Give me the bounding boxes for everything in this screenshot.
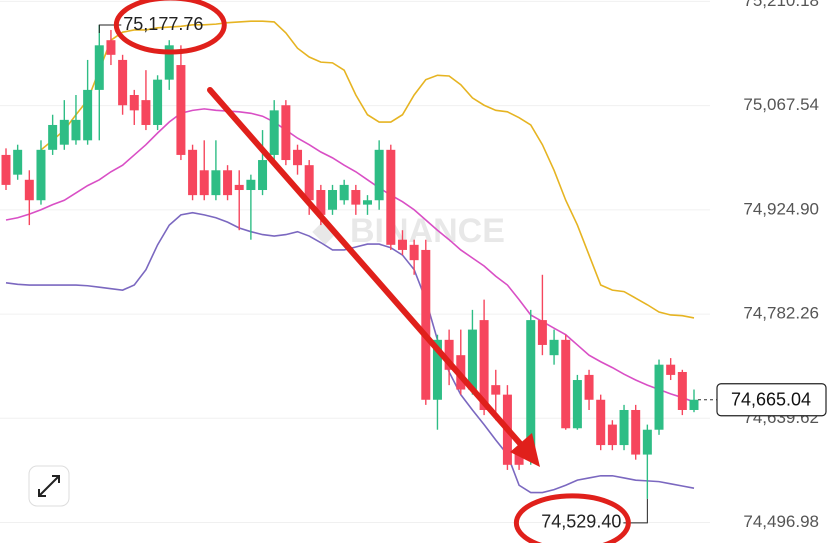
labels: 75,177.76 74,529.40 74,665.04 bbox=[98, 0, 827, 543]
candle-body bbox=[94, 45, 104, 90]
min-highlight bbox=[513, 493, 631, 543]
y-axis: 75,210.1875,067.5474,924.9074,782.2674,6… bbox=[743, 0, 819, 531]
candle-body bbox=[176, 65, 186, 155]
candle-body bbox=[491, 385, 501, 395]
candle-body bbox=[316, 190, 326, 215]
y-tick-label: 74,782.26 bbox=[743, 304, 819, 323]
annotation-arrow bbox=[207, 87, 540, 467]
candle-body bbox=[199, 170, 209, 196]
candle-body bbox=[223, 170, 233, 196]
candle-body bbox=[36, 149, 46, 201]
candle-body bbox=[118, 59, 128, 106]
candle-body bbox=[339, 184, 349, 201]
candle-body bbox=[106, 40, 116, 55]
candle-body bbox=[666, 364, 676, 375]
grid bbox=[0, 0, 710, 524]
candle-body bbox=[59, 119, 69, 145]
band-line bbox=[5, 211, 695, 494]
candle-body bbox=[246, 179, 256, 191]
candle-body bbox=[642, 429, 652, 455]
candle-body bbox=[584, 374, 594, 400]
candle-body bbox=[188, 149, 198, 196]
candle-body bbox=[258, 160, 268, 191]
y-tick-label: 74,924.90 bbox=[743, 199, 819, 218]
candle-body bbox=[561, 339, 571, 429]
candle-body bbox=[689, 399, 699, 410]
candle-body bbox=[83, 89, 93, 141]
candle-body bbox=[141, 100, 151, 125]
candle-body bbox=[526, 320, 536, 460]
candle-body bbox=[362, 200, 372, 205]
candle-body bbox=[48, 124, 58, 150]
candle-body bbox=[537, 320, 547, 345]
candle-body bbox=[129, 95, 139, 111]
candle-body bbox=[234, 184, 244, 191]
candle-body bbox=[211, 170, 221, 196]
candle-body bbox=[619, 409, 629, 446]
expand-icon[interactable] bbox=[38, 475, 60, 497]
candle-body bbox=[432, 339, 442, 400]
candle-body bbox=[421, 249, 431, 400]
expand-button[interactable] bbox=[28, 465, 70, 507]
candle-body bbox=[596, 399, 606, 446]
y-tick-label: 75,067.54 bbox=[743, 95, 819, 114]
min-leader bbox=[623, 498, 648, 524]
max-highlight bbox=[113, 0, 227, 55]
band-line bbox=[5, 108, 695, 403]
candle-body bbox=[514, 450, 524, 465]
candle-body bbox=[631, 409, 641, 455]
candle-body bbox=[572, 380, 582, 429]
bands bbox=[5, 20, 695, 494]
candle-body bbox=[549, 339, 559, 356]
candle-body bbox=[409, 244, 419, 261]
candle-body bbox=[71, 119, 81, 141]
max-label: 75,177.76 bbox=[123, 14, 203, 34]
candle-body bbox=[304, 165, 314, 201]
candle-body bbox=[153, 79, 163, 125]
candle-body bbox=[467, 329, 477, 390]
arrow-line bbox=[207, 87, 527, 451]
band-line bbox=[40, 20, 695, 319]
candles bbox=[1, 25, 699, 499]
candle-body bbox=[397, 239, 407, 250]
y-tick-label: 74,496.98 bbox=[743, 512, 819, 531]
candle-body bbox=[328, 190, 338, 210]
candle-body bbox=[281, 105, 291, 161]
candle-body bbox=[479, 320, 489, 410]
candle-body bbox=[444, 339, 454, 370]
arrow-head bbox=[510, 433, 540, 467]
candle-body bbox=[607, 424, 617, 446]
last-price-label: 74,665.04 bbox=[731, 389, 811, 409]
candle-body bbox=[24, 179, 34, 201]
candle-body bbox=[269, 110, 279, 155]
candle-body bbox=[677, 371, 687, 410]
candle-body bbox=[654, 364, 664, 430]
candle-body bbox=[351, 190, 361, 205]
candle-body bbox=[164, 45, 174, 80]
candle-body bbox=[374, 149, 384, 201]
min-label: 74,529.40 bbox=[541, 512, 621, 532]
watermark: BINANCE bbox=[312, 212, 505, 250]
candle-body bbox=[386, 149, 396, 245]
candle-body bbox=[13, 149, 23, 175]
candle-body bbox=[1, 154, 11, 185]
last-price-box bbox=[716, 383, 827, 417]
y-tick-label: 75,210.18 bbox=[743, 0, 819, 10]
candle-body bbox=[293, 149, 303, 166]
